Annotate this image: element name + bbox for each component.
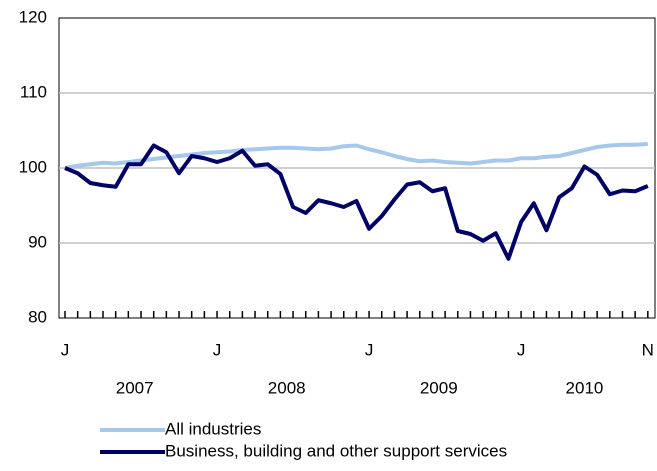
x-tick-label: N [642,340,654,359]
legend-label: Business, building and other support ser… [165,441,507,460]
x-tick-label: J [213,340,222,359]
series-line [64,143,649,261]
y-tick-label: 90 [28,232,47,251]
x-tick-label: J [365,340,374,359]
y-tick-label: 120 [19,7,47,26]
x-tick-label: J [61,340,70,359]
x-tick-label: J [517,340,526,359]
y-tick-label: 100 [19,157,47,176]
year-label: 2007 [116,378,154,397]
y-tick-label: 110 [20,82,47,101]
year-label: 2008 [268,378,306,397]
year-label: 2009 [420,378,458,397]
y-tick-label: 80 [28,307,47,326]
series-line [64,142,648,170]
year-label: 2010 [566,378,604,397]
legend-label: All industries [165,419,261,438]
